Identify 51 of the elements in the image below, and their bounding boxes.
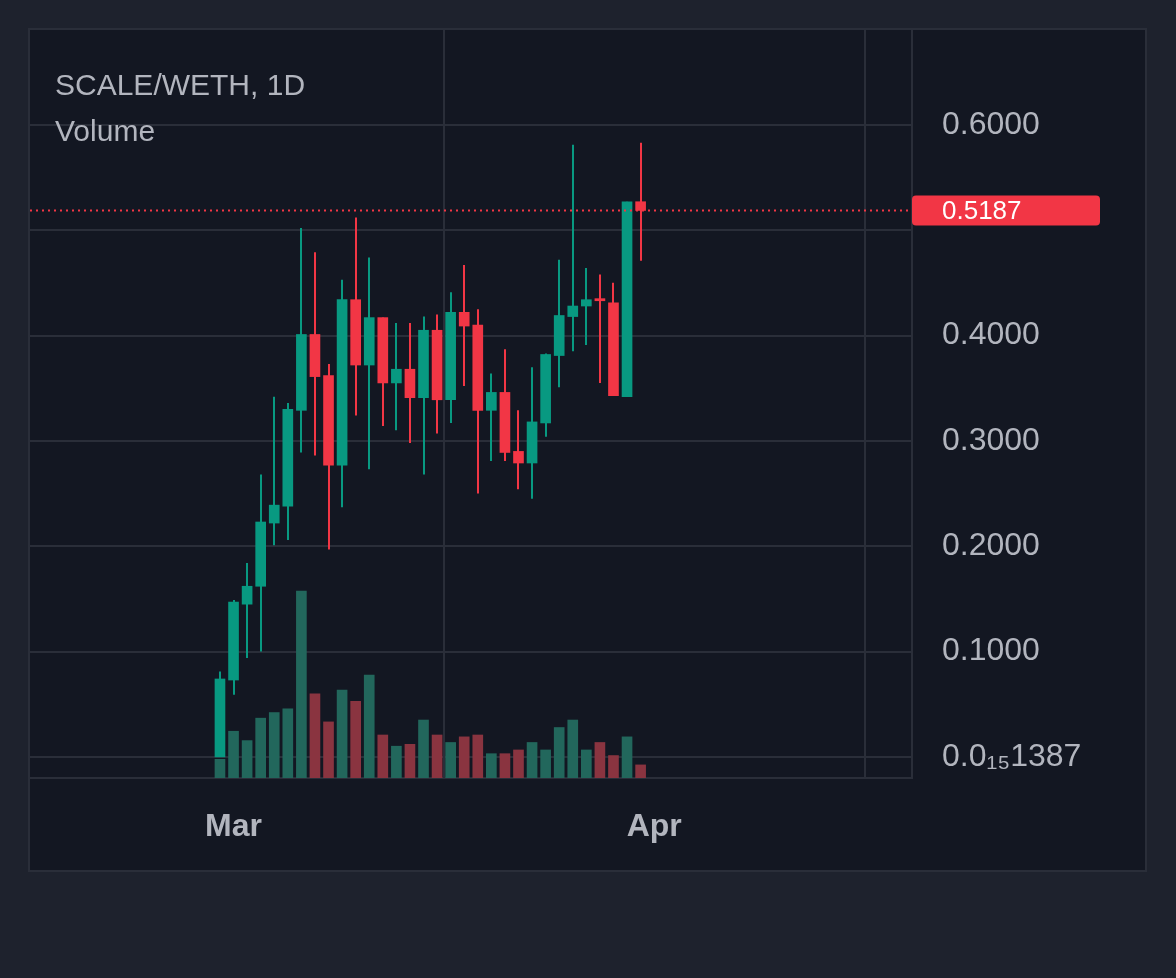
bar bbox=[323, 721, 334, 778]
bar bbox=[363, 674, 375, 778]
bar bbox=[336, 689, 348, 778]
ref-line-label: 0.5187 bbox=[942, 194, 1022, 225]
bar bbox=[377, 734, 389, 778]
y-tick-label: 0.2000 bbox=[942, 526, 1040, 563]
y-tick-label: 0.1000 bbox=[942, 631, 1040, 668]
chart-title: Volume bbox=[55, 114, 156, 148]
bar bbox=[499, 753, 511, 778]
x-tick-label: Mar bbox=[205, 807, 262, 844]
bar bbox=[621, 736, 633, 778]
bar bbox=[513, 749, 524, 778]
text: SCALE/WETH, 1D bbox=[55, 68, 306, 102]
bar bbox=[350, 701, 361, 778]
candlestick bbox=[268, 395, 280, 547]
y-tick-label: 0.3000 bbox=[942, 420, 1040, 457]
y-tick-label: 0.4000 bbox=[942, 315, 1040, 352]
bar bbox=[296, 590, 307, 778]
bar bbox=[445, 742, 456, 778]
bar bbox=[594, 742, 606, 778]
bar bbox=[608, 755, 619, 778]
y-tick-label: 0.6000 bbox=[942, 104, 1040, 141]
y-tick-label: 0.0₁₅1387 bbox=[942, 736, 1082, 773]
candlestick bbox=[567, 143, 579, 353]
bar bbox=[581, 749, 592, 778]
bar bbox=[458, 736, 470, 778]
bar bbox=[214, 758, 226, 778]
bar bbox=[526, 742, 538, 778]
candlestick bbox=[594, 273, 606, 384]
candlestick bbox=[458, 263, 470, 388]
bar bbox=[404, 744, 416, 778]
bar bbox=[553, 727, 565, 778]
candlestick bbox=[391, 321, 402, 432]
bar bbox=[635, 764, 646, 778]
bar bbox=[567, 719, 579, 778]
bar bbox=[418, 719, 429, 778]
bar bbox=[268, 712, 280, 778]
candlestick bbox=[486, 372, 497, 462]
x-tick-label: Apr bbox=[626, 807, 682, 844]
candlestick bbox=[513, 409, 524, 491]
bar bbox=[431, 734, 443, 778]
candlestick bbox=[241, 562, 253, 659]
bar bbox=[255, 717, 267, 778]
bar bbox=[282, 708, 294, 778]
bar bbox=[391, 745, 402, 778]
bar bbox=[472, 734, 484, 778]
bar bbox=[486, 753, 497, 778]
bar bbox=[540, 749, 551, 778]
bar bbox=[241, 740, 253, 778]
bar bbox=[309, 693, 321, 778]
candlestick bbox=[581, 267, 592, 346]
